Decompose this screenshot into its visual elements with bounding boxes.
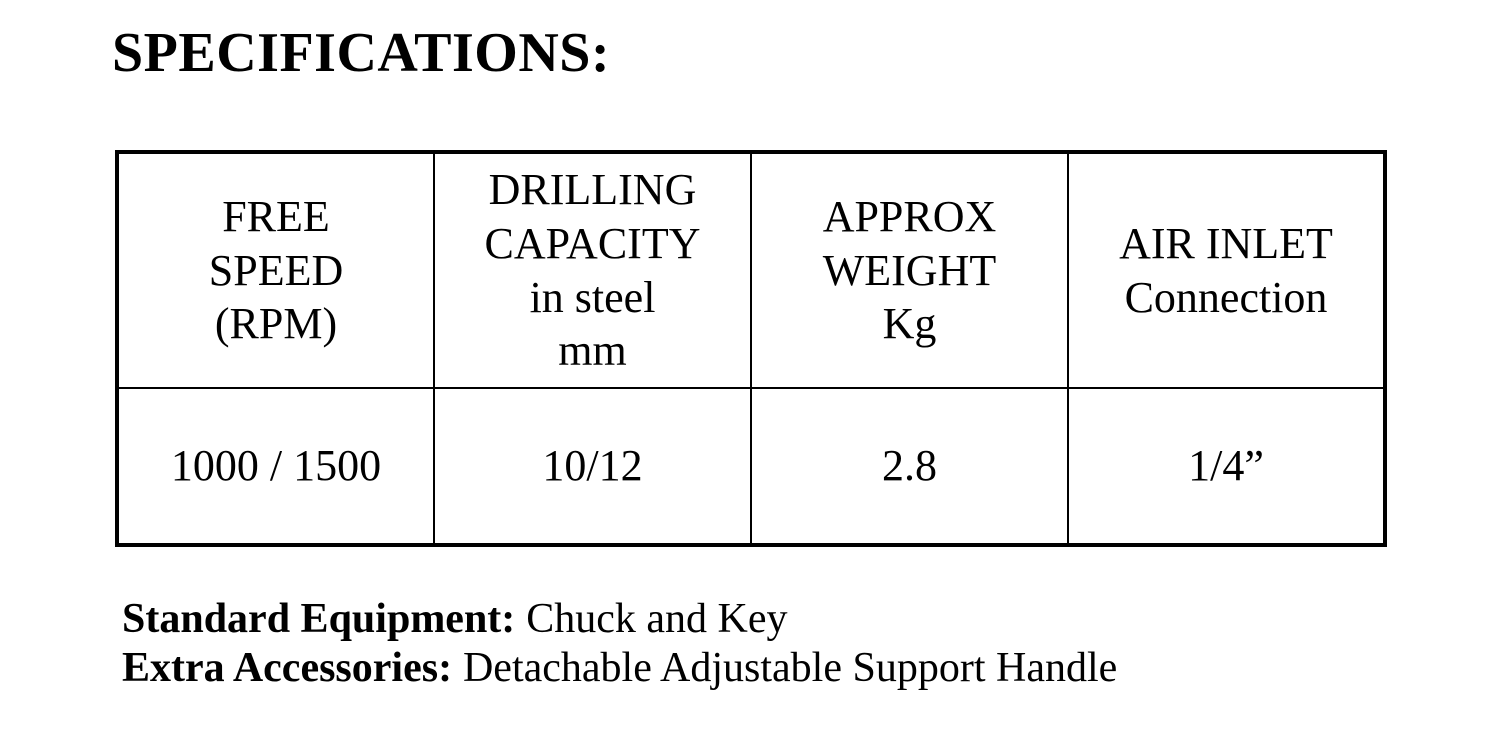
note-text: Detachable Adjustable Support Handle [462,645,1118,692]
header-cell-approx-weight: APPROX WEIGHT Kg [750,151,1069,389]
header-row: FREE SPEED (RPM) DRILLING CAPACITY in st… [116,151,1386,389]
note-label: Standard Equipment: [122,596,516,642]
value-free-speed: 1000 / 1500 [116,387,435,546]
header-cell-air-inlet: AIR INLET Connection [1067,151,1386,389]
header-cell-drilling-capacity: DRILLING CAPACITY in steel mm [433,151,752,389]
data-row: 1000 / 1500 10/12 2.8 1/4” [116,387,1386,546]
value-air-inlet: 1/4” [1067,387,1386,546]
note-text: Chuck and Key [526,596,788,642]
page-title: SPECIFICATIONS: [112,22,611,84]
table-header: FREE SPEED (RPM) DRILLING CAPACITY in st… [116,151,1386,389]
header-cell-free-speed: FREE SPEED (RPM) [116,151,435,389]
value-approx-weight: 2.8 [750,387,1069,546]
specifications-table: FREE SPEED (RPM) DRILLING CAPACITY in st… [115,150,1387,547]
note-label: Extra Accessories: [122,645,453,692]
value-drilling-capacity: 10/12 [433,387,752,546]
note-extra-accessories: Extra Accessories: Detachable Adjustable … [122,644,1117,693]
note-standard-equipment: Standard Equipment: Chuck and Key [122,595,1117,644]
notes-section: Standard Equipment: Chuck and Key Extra A… [122,595,1117,693]
table-body: 1000 / 1500 10/12 2.8 1/4” [116,387,1386,546]
